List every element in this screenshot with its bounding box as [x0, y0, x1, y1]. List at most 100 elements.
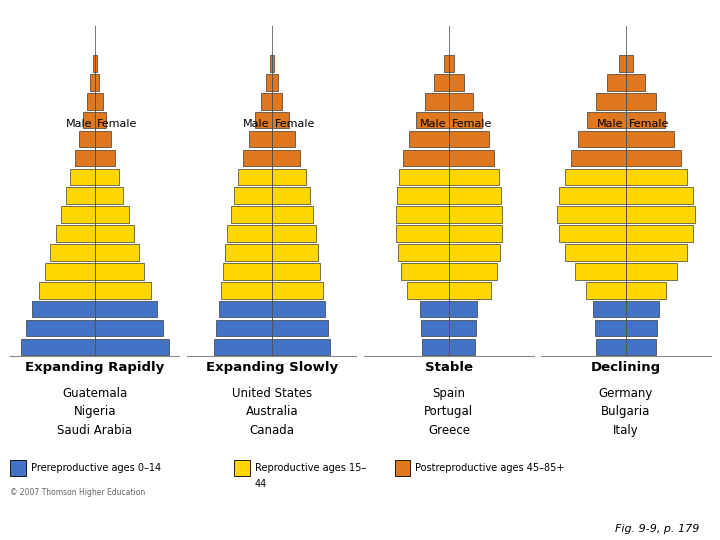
Bar	[626, 301, 659, 318]
Bar	[618, 55, 626, 72]
Bar	[409, 131, 449, 147]
Bar	[95, 93, 103, 110]
Bar	[564, 168, 626, 185]
Bar	[449, 131, 489, 147]
Text: Female: Female	[97, 119, 138, 129]
Bar	[626, 112, 665, 129]
Bar	[596, 93, 626, 110]
Bar	[449, 150, 495, 166]
Bar	[234, 187, 272, 204]
Bar	[398, 244, 449, 261]
Bar	[223, 263, 272, 280]
Bar	[95, 150, 114, 166]
Bar	[403, 150, 449, 166]
Bar	[449, 225, 502, 242]
Bar	[95, 339, 168, 355]
Bar	[95, 206, 128, 223]
Bar	[396, 225, 449, 242]
Bar	[266, 74, 272, 91]
Bar	[586, 282, 626, 299]
Bar	[272, 131, 295, 147]
Bar	[248, 131, 272, 147]
Bar	[272, 206, 313, 223]
Bar	[449, 55, 454, 72]
Bar	[449, 339, 475, 355]
Text: Female: Female	[451, 119, 492, 129]
Bar	[272, 225, 316, 242]
Bar	[449, 301, 477, 318]
Text: Declining: Declining	[591, 361, 661, 374]
Bar	[626, 320, 657, 336]
Bar	[214, 339, 272, 355]
Bar	[449, 206, 502, 223]
Bar	[626, 150, 681, 166]
Bar	[559, 187, 626, 204]
Bar	[587, 112, 626, 129]
Bar	[95, 301, 157, 318]
Bar	[449, 263, 497, 280]
Bar	[272, 263, 320, 280]
Text: Male: Male	[66, 119, 92, 129]
Bar	[272, 244, 318, 261]
Bar	[225, 244, 272, 261]
Bar	[626, 339, 656, 355]
Bar	[578, 131, 626, 147]
Bar	[272, 55, 274, 72]
Bar	[270, 55, 272, 72]
Bar	[626, 131, 674, 147]
Text: Reproductive ages 15–: Reproductive ages 15–	[255, 463, 366, 473]
Bar	[449, 74, 464, 91]
Bar	[449, 282, 491, 299]
Bar	[607, 74, 626, 91]
Bar	[93, 55, 95, 72]
Bar	[272, 187, 310, 204]
Text: Prereproductive ages 0–14: Prereproductive ages 0–14	[31, 463, 161, 473]
Bar	[272, 339, 330, 355]
Bar	[559, 225, 626, 242]
Bar	[95, 225, 134, 242]
Bar	[626, 187, 693, 204]
Bar	[396, 206, 449, 223]
Bar	[421, 320, 449, 336]
Text: Expanding Slowly: Expanding Slowly	[206, 361, 338, 374]
Bar	[626, 74, 645, 91]
Bar	[449, 187, 500, 204]
Bar	[95, 263, 145, 280]
Bar	[221, 282, 272, 299]
Bar	[95, 74, 99, 91]
Text: Fig. 9-9, p. 179: Fig. 9-9, p. 179	[616, 523, 700, 534]
Bar	[407, 282, 449, 299]
Bar	[95, 168, 119, 185]
Bar	[416, 112, 449, 129]
Bar	[86, 93, 95, 110]
Text: Germany
Bulgaria
Italy: Germany Bulgaria Italy	[599, 387, 653, 437]
Text: © 2007 Thomson Higher Education: © 2007 Thomson Higher Education	[10, 488, 145, 497]
Text: Postreproductive ages 45–85+: Postreproductive ages 45–85+	[415, 463, 564, 473]
Bar	[95, 320, 163, 336]
Text: Expanding Rapidly: Expanding Rapidly	[25, 361, 164, 374]
Bar	[596, 339, 626, 355]
Text: Stable: Stable	[425, 361, 473, 374]
Bar	[564, 244, 626, 261]
Bar	[75, 150, 95, 166]
Bar	[216, 320, 272, 336]
Bar	[66, 187, 95, 204]
Text: Female: Female	[629, 119, 669, 129]
Bar	[449, 320, 477, 336]
Bar	[397, 187, 449, 204]
Bar	[95, 55, 96, 72]
Bar	[95, 131, 111, 147]
Bar	[95, 187, 123, 204]
Bar	[95, 244, 139, 261]
Text: United States
Australia
Canada: United States Australia Canada	[232, 387, 312, 437]
Bar	[626, 168, 688, 185]
Bar	[626, 225, 693, 242]
Text: Male: Male	[243, 119, 269, 129]
Bar	[243, 150, 272, 166]
Bar	[593, 301, 626, 318]
Bar	[575, 263, 626, 280]
Bar	[449, 112, 482, 129]
Bar	[272, 168, 305, 185]
Text: 44: 44	[255, 480, 267, 489]
Bar	[626, 55, 634, 72]
